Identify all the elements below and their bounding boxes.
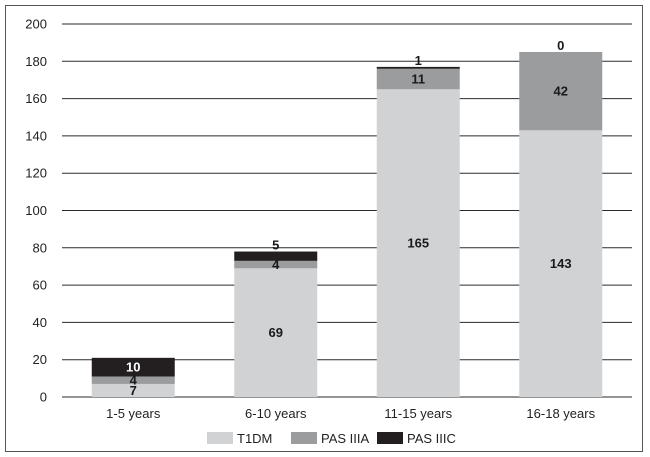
data-label: 11 bbox=[411, 72, 425, 87]
bar-segment bbox=[234, 268, 318, 397]
y-tick-label: 180 bbox=[25, 54, 47, 69]
bar-segment bbox=[519, 51, 603, 131]
data-label: 42 bbox=[554, 84, 568, 99]
bars bbox=[91, 51, 603, 398]
data-label: 1 bbox=[415, 53, 422, 68]
bar-segment bbox=[234, 260, 318, 269]
bar-segment bbox=[91, 357, 175, 377]
y-tick-label: 100 bbox=[25, 203, 47, 218]
y-tick-label: 200 bbox=[25, 17, 47, 32]
y-tick-label: 40 bbox=[33, 315, 47, 330]
x-tick-label: 1-5 years bbox=[106, 406, 161, 421]
legend-label: PAS IIIC bbox=[407, 431, 456, 446]
bar-segment bbox=[376, 68, 460, 90]
data-label: 4 bbox=[130, 373, 138, 388]
legend-swatch bbox=[207, 432, 233, 444]
data-label: 165 bbox=[407, 236, 429, 251]
x-tick-label: 11-15 years bbox=[384, 406, 452, 421]
legend-label: T1DM bbox=[237, 431, 272, 446]
y-tick-label: 120 bbox=[25, 166, 47, 181]
y-tick-label: 160 bbox=[25, 91, 47, 106]
y-tick-label: 20 bbox=[33, 352, 47, 367]
y-axis-ticks: 0 20 40 60 80 100 120 140 160 180 200 bbox=[25, 17, 47, 405]
data-label: 7 bbox=[130, 383, 137, 398]
legend: T1DM PAS IIIA PAS IIIC bbox=[207, 431, 456, 446]
bar-segment bbox=[519, 130, 603, 397]
data-label: 143 bbox=[550, 256, 572, 271]
legend-swatch bbox=[377, 432, 403, 444]
data-label: 69 bbox=[269, 325, 283, 340]
x-axis-ticks: 1-5 years 6-10 years 11-15 years 16-18 year… bbox=[106, 406, 595, 421]
data-label: 5 bbox=[272, 238, 279, 253]
bar-segment bbox=[376, 89, 460, 398]
x-tick-label: 16-18 years bbox=[526, 406, 595, 421]
y-tick-label: 80 bbox=[33, 240, 47, 255]
bar-segment bbox=[91, 376, 175, 384]
data-label: 0 bbox=[557, 38, 564, 53]
data-label: 4 bbox=[272, 257, 280, 272]
bar-segment bbox=[234, 251, 318, 261]
bar-segment bbox=[376, 66, 460, 69]
data-label: 10 bbox=[126, 360, 140, 375]
bar-segment bbox=[91, 383, 175, 397]
x-tick-label: 6-10 years bbox=[245, 406, 307, 421]
legend-label: PAS IIIA bbox=[321, 431, 369, 446]
legend-swatch bbox=[291, 432, 317, 444]
y-tick-label: 0 bbox=[40, 390, 47, 405]
y-tick-label: 60 bbox=[33, 278, 47, 293]
y-tick-label: 140 bbox=[25, 128, 47, 143]
